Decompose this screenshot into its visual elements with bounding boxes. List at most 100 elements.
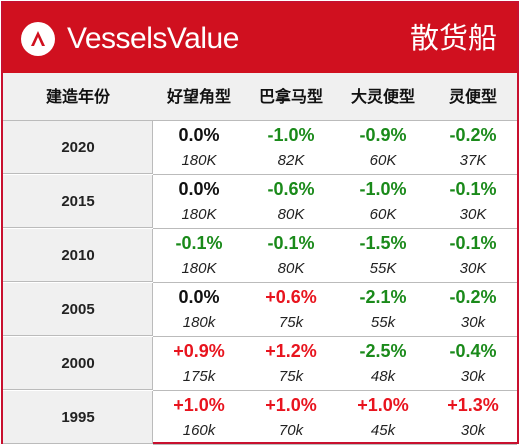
value-change-percent: -2.1% (359, 287, 407, 307)
value-cell-supramax: -1.5% 55K (337, 229, 429, 282)
value-change-percent: -1.5% (359, 233, 407, 253)
table-row: 2000 +0.9% 175k +1.2% 75k -2.5% 48k -0.4% 30k (3, 337, 517, 391)
column-header-panamax: 巴拿马型 (258, 87, 323, 106)
value-change-percent: -0.9% (359, 125, 407, 145)
value-change-percent: +1.0% (357, 395, 409, 415)
vessel-dwt: 30k (460, 314, 486, 331)
column-header-supramax: 大灵便型 (350, 87, 415, 106)
vessel-dwt: 180k (182, 314, 216, 331)
value-cell-panamax: -0.6% 80K (245, 175, 337, 228)
value-cell-supramax: -2.1% 55k (337, 283, 429, 336)
value-change-percent: 0.0% (178, 287, 220, 307)
value-change-percent: -0.1% (267, 233, 315, 253)
value-change-percent: -0.2% (449, 287, 497, 307)
column-header-row: 建造年份 好望角型 巴拿马型 大灵便型 灵便型 (3, 73, 517, 121)
column-header-handysize: 灵便型 (448, 87, 497, 106)
value-cell-panamax: -0.1% 80K (245, 229, 337, 282)
value-cell-handysize: -0.4% 30k (429, 337, 517, 390)
value-change-percent: +1.0% (173, 395, 225, 415)
value-cell-supramax: +1.0% 45k (337, 391, 429, 444)
row-divider (153, 390, 517, 391)
value-cell-handysize: -0.2% 30k (429, 283, 517, 336)
value-change-percent: -0.1% (449, 179, 497, 199)
value-cell-panamax: +1.2% 75k (245, 337, 337, 390)
vessel-dwt: 30K (459, 260, 487, 277)
value-cell-handysize: +1.3% 30k (429, 391, 517, 444)
value-cell-handysize: -0.1% 30K (429, 175, 517, 228)
vessel-dwt: 80K (277, 206, 305, 223)
table-row: 1995 +1.0% 160k +1.0% 70k +1.0% 45k +1.3% 30k (3, 391, 517, 445)
build-year: 1995 (61, 409, 95, 426)
vessel-dwt: 70k (278, 422, 304, 439)
vessel-dwt: 75k (278, 368, 304, 385)
row-divider (153, 282, 517, 283)
value-change-percent: +1.3% (447, 395, 499, 415)
vessel-dwt: 30k (460, 368, 486, 385)
table-row: 2010 -0.1% 180K -0.1% 80K -1.5% 55K -0.1% 30K (3, 229, 517, 283)
build-year: 2005 (61, 301, 95, 318)
vessel-dwt: 55K (369, 260, 397, 277)
row-divider (153, 174, 517, 175)
vessel-dwt: 55k (370, 314, 396, 331)
vessel-dwt: 80K (277, 260, 305, 277)
vessel-dwt: 30k (460, 422, 486, 439)
value-cell-supramax: -2.5% 48k (337, 337, 429, 390)
value-cell-panamax: +0.6% 75k (245, 283, 337, 336)
column-header-capesize: 好望角型 (166, 87, 231, 106)
build-year-cell: 1995 (3, 391, 153, 444)
value-change-percent: -2.5% (359, 341, 407, 361)
build-year: 2015 (61, 193, 95, 210)
brand-name: VesselsValue (67, 22, 239, 55)
row-divider (153, 228, 517, 229)
vessel-dwt: 60K (369, 152, 397, 169)
header-bar: VesselsValue 散货船 (3, 3, 517, 73)
value-cell-panamax: +1.0% 70k (245, 391, 337, 444)
row-divider (153, 336, 517, 337)
value-cell-handysize: -0.1% 30K (429, 229, 517, 282)
vessel-dwt: 180K (181, 260, 217, 277)
value-cell-supramax: -1.0% 60K (337, 175, 429, 228)
value-change-percent: -1.0% (359, 179, 407, 199)
build-year: 2020 (61, 139, 95, 156)
vessel-dwt: 48k (370, 368, 396, 385)
value-cell-capesize: 0.0% 180K (153, 175, 245, 228)
vesselsvalue-logo-icon (21, 22, 55, 56)
value-change-percent: -0.4% (449, 341, 497, 361)
vessel-dwt: 180K (181, 152, 217, 169)
value-change-percent: +0.9% (173, 341, 225, 361)
value-change-percent: -0.2% (449, 125, 497, 145)
vessel-dwt: 75k (278, 314, 304, 331)
vessel-dwt: 37K (459, 152, 487, 169)
vessel-dwt: 30K (459, 206, 487, 223)
build-year-cell: 2010 (3, 229, 153, 282)
value-change-percent: +1.0% (265, 395, 317, 415)
value-change-percent: 0.0% (178, 179, 220, 199)
table-row: 2020 0.0% 180K -1.0% 82K -0.9% 60K -0.2% 37K (3, 121, 517, 175)
value-change-percent: 0.0% (178, 125, 220, 145)
value-change-percent: -0.6% (267, 179, 315, 199)
build-year: 2010 (61, 247, 95, 264)
build-year-cell: 2000 (3, 337, 153, 390)
table-row: 2005 0.0% 180k +0.6% 75k -2.1% 55k -0.2% 30k (3, 283, 517, 337)
value-change-percent: -0.1% (449, 233, 497, 253)
vessel-dwt: 160k (182, 422, 216, 439)
build-year: 2000 (61, 355, 95, 372)
value-change-percent: +1.2% (265, 341, 317, 361)
vessel-dwt: 82K (277, 152, 305, 169)
value-change-percent: -1.0% (267, 125, 315, 145)
value-change-percent: -0.1% (175, 233, 223, 253)
value-cell-panamax: -1.0% 82K (245, 121, 337, 174)
column-header-build-year: 建造年份 (45, 87, 110, 106)
value-cell-capesize: 0.0% 180K (153, 121, 245, 174)
page-title: 散货船 (409, 21, 497, 55)
build-year-cell: 2015 (3, 175, 153, 228)
vessel-dwt: 45k (370, 422, 396, 439)
value-cell-capesize: +0.9% 175k (153, 337, 245, 390)
value-change-percent: +0.6% (265, 287, 317, 307)
value-cell-supramax: -0.9% 60K (337, 121, 429, 174)
vessel-dwt: 180K (181, 206, 217, 223)
value-cell-capesize: +1.0% 160k (153, 391, 245, 444)
vessel-dwt: 60K (369, 206, 397, 223)
table-row: 2015 0.0% 180K -0.6% 80K -1.0% 60K -0.1% 30K (3, 175, 517, 229)
